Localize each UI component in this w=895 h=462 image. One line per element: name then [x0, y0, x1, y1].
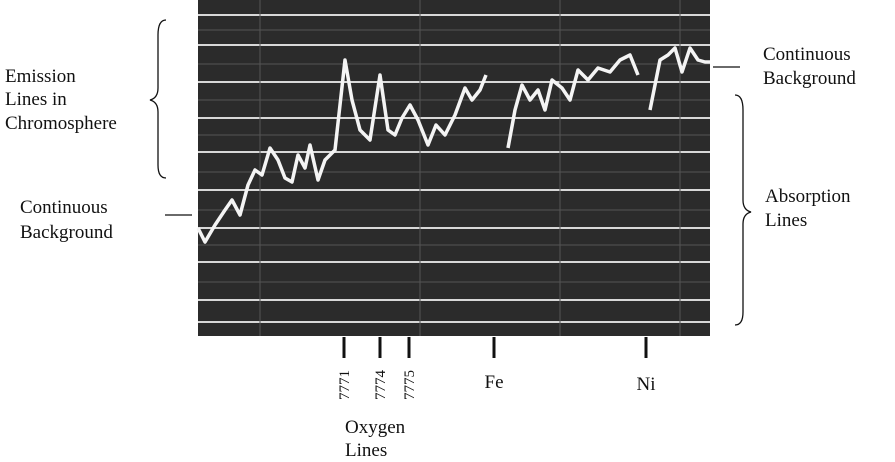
wavelength-label: 7775 [402, 370, 418, 400]
braces [149, 19, 752, 326]
continuous-label: Continuous [763, 44, 851, 65]
spectrum-trace [196, 46, 710, 244]
emission-label: Lines in [5, 89, 67, 110]
wavelength-label: 7771 [337, 370, 353, 400]
element-label: Fe [485, 372, 504, 393]
absorption-label: Absorption [765, 186, 851, 207]
emission-label: Emission [5, 66, 76, 87]
element-label: Ni [637, 374, 656, 395]
photo-background [198, 0, 710, 336]
wavelength-label: 7774 [373, 370, 389, 401]
oxygen-label: Oxygen [345, 417, 406, 438]
spectrum-photo [196, 0, 710, 336]
continuous-label: Continuous [20, 197, 108, 218]
oxygen-label: Lines [345, 440, 387, 461]
absorption-label: Lines [765, 210, 807, 231]
emission-label: Chromosphere [5, 113, 117, 134]
faint-lines [198, 0, 710, 336]
continuous-label: Background [763, 68, 856, 89]
reference-lines [198, 14, 710, 323]
continuous-label: Background [20, 222, 113, 243]
marker-ticks [342, 337, 648, 358]
